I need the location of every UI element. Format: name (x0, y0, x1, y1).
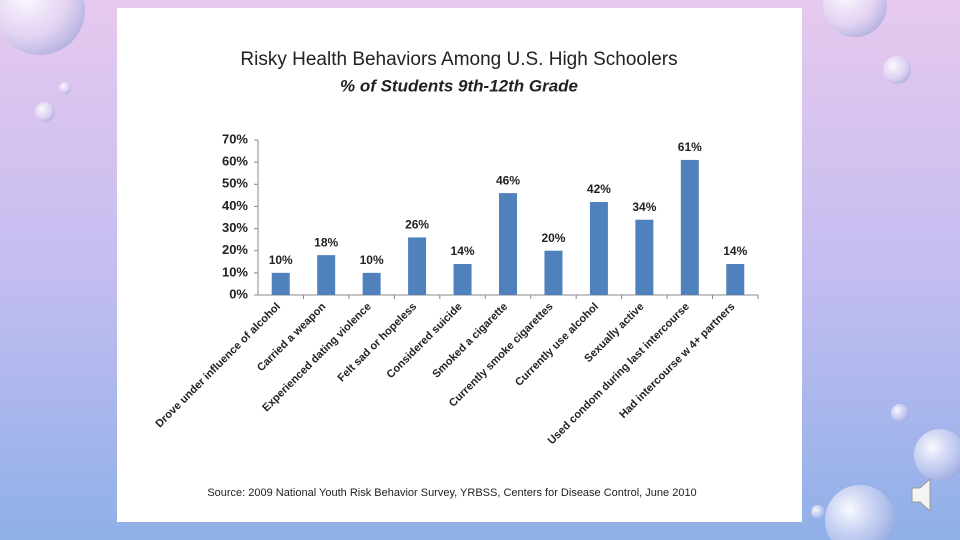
value-label: 34% (632, 200, 656, 214)
y-tick-label: 40% (222, 198, 248, 213)
bar (544, 250, 563, 295)
speaker-icon[interactable] (911, 477, 931, 513)
value-label: 18% (314, 235, 338, 249)
bar (680, 159, 699, 295)
y-tick-label: 70% (222, 131, 248, 146)
y-tick-label: 50% (222, 176, 248, 191)
value-label: 46% (496, 173, 520, 187)
y-tick-label: 30% (222, 220, 248, 235)
chart-subtitle: % of Students 9th-12th Grade (340, 76, 578, 95)
value-label: 42% (587, 182, 611, 196)
y-tick-label: 10% (222, 264, 248, 279)
value-label: 10% (360, 253, 384, 267)
y-tick-label: 0% (229, 286, 248, 301)
value-label: 14% (723, 244, 747, 258)
value-label: 10% (269, 253, 293, 267)
bubble (823, 0, 887, 37)
y-tick-label: 20% (222, 242, 248, 257)
bar (635, 219, 654, 295)
bar (317, 255, 336, 295)
value-label: 14% (451, 244, 475, 258)
bubble (891, 404, 909, 422)
value-label: 61% (678, 140, 702, 154)
bubble (811, 505, 825, 519)
bubble (35, 102, 55, 122)
y-tick-label: 60% (222, 154, 248, 169)
bar (499, 193, 517, 295)
bubble (59, 82, 71, 94)
bubble (883, 56, 911, 84)
bar (453, 264, 472, 295)
bar (362, 272, 381, 295)
bar (271, 272, 290, 295)
bubble (825, 485, 895, 540)
bar (589, 202, 608, 295)
bubble (0, 0, 85, 55)
value-label: 20% (541, 231, 565, 245)
chart-title: Risky Health Behaviors Among U.S. High S… (240, 49, 677, 70)
value-label: 26% (405, 218, 429, 232)
bar (408, 237, 427, 295)
bar (726, 264, 745, 295)
bubble (914, 429, 960, 481)
source-note: Source: 2009 National Youth Risk Behavio… (207, 487, 696, 499)
